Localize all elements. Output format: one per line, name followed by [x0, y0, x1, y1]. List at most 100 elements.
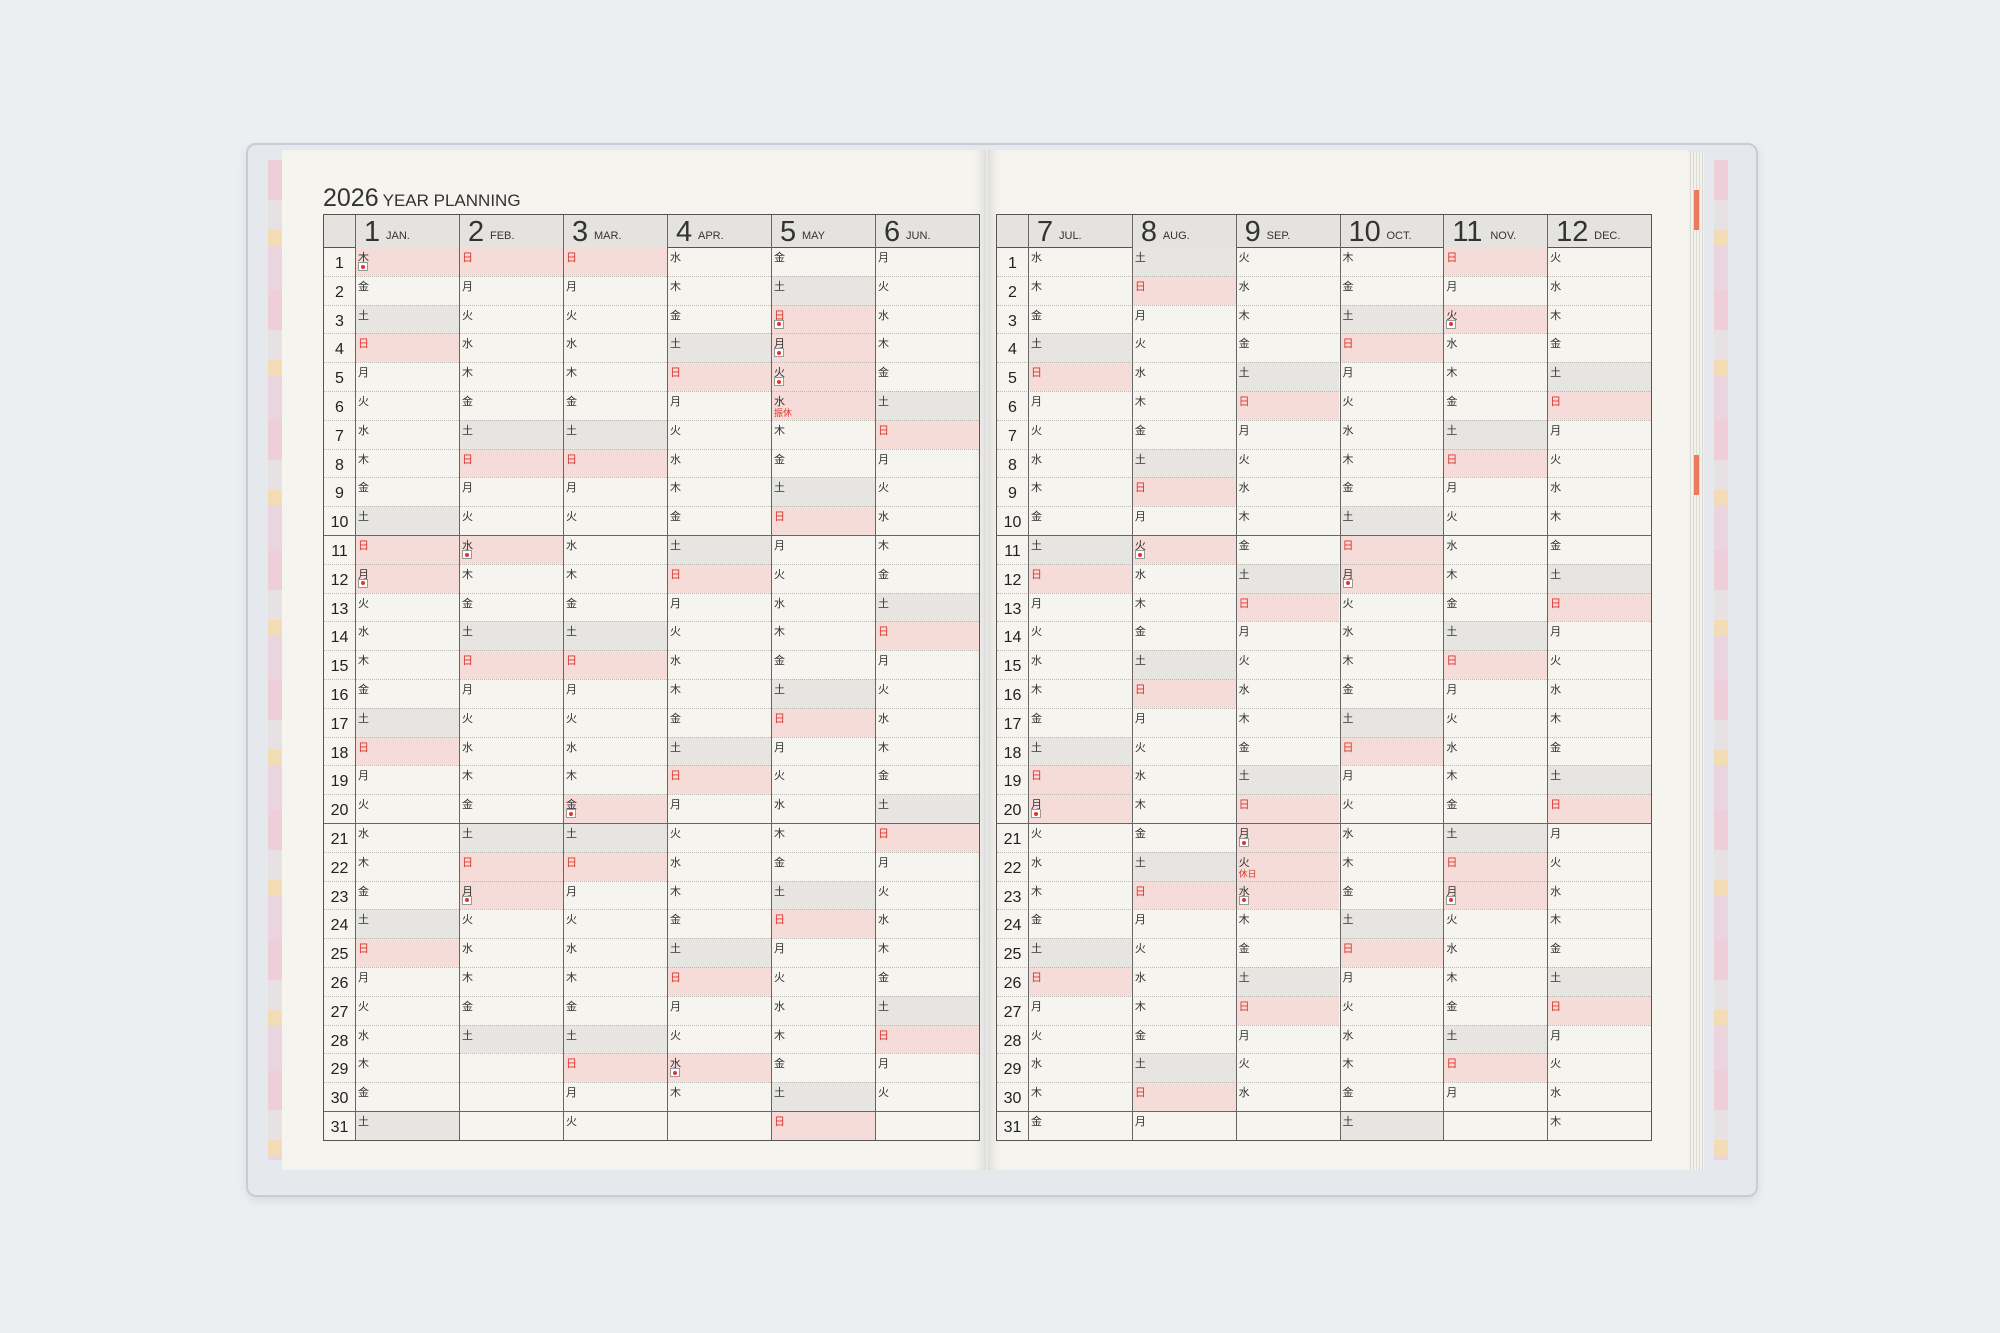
day-cell: 土: [355, 1111, 459, 1140]
weekday-label: 火: [566, 712, 577, 725]
day-number: 21: [330, 831, 349, 848]
weekday-label: 木: [566, 972, 577, 984]
day-number: 25: [330, 946, 349, 964]
holiday-flag-icon: [1342, 578, 1353, 588]
day-cell: 日: [459, 650, 563, 679]
day-cell: 水: [1132, 765, 1236, 794]
weekday-label: 月: [1134, 914, 1146, 927]
day-number: 19: [330, 773, 349, 791]
day-number: 29: [1003, 1061, 1022, 1079]
day-cell: 月: [1236, 1025, 1340, 1054]
weekday-label: 土: [774, 885, 785, 898]
day-cell: 金: [771, 1053, 875, 1082]
weekday-label: 金: [1342, 1087, 1354, 1100]
row-divider: [324, 1111, 979, 1112]
row-divider: [997, 1111, 1651, 1112]
day-cell: 日: [1443, 851, 1548, 881]
day-cell: 木: [875, 535, 979, 564]
day-cell: 土: [1443, 419, 1548, 449]
day-cell: 水: [1236, 679, 1340, 708]
row-divider: [997, 506, 1651, 508]
day-cell: 月: [1132, 708, 1236, 737]
holiday-flag-icon: [774, 319, 784, 329]
weekday-label: 金: [1342, 885, 1354, 898]
day-cell: 月: [1236, 621, 1340, 650]
weekday-label: 金: [358, 280, 369, 293]
weekday-label: 土: [358, 1116, 369, 1128]
day-cell: 土: [459, 823, 563, 852]
day-cell: 日: [1339, 535, 1444, 564]
weekday-label: 月: [566, 885, 577, 898]
day-cell: 日: [1339, 333, 1444, 363]
day-cell: 土: [1443, 1024, 1548, 1054]
day-cell: 水: [563, 737, 667, 766]
day-cell: 火: [667, 1025, 771, 1054]
day-cell: 水: [1443, 333, 1547, 362]
day-cell: 金: [875, 765, 979, 794]
month-abbr: SEP.: [1266, 230, 1291, 242]
day-cell: 火: [355, 593, 459, 622]
weekday-label: 木: [566, 568, 577, 581]
weekday-label: 金: [774, 856, 785, 869]
day-cell: 金: [667, 708, 771, 737]
day-number: 18: [330, 744, 349, 762]
day-cell: 金: [875, 362, 979, 391]
row-divider: [324, 707, 979, 709]
day-number: 6: [1008, 399, 1017, 416]
day-number: 20: [330, 802, 349, 820]
day-cell: 水: [1547, 881, 1651, 910]
weekday-label: 土: [774, 684, 785, 696]
weekday-label: 火: [1342, 1000, 1354, 1013]
weekday-label: 金: [1550, 741, 1562, 754]
weekday-label: 木: [1238, 712, 1250, 725]
day-cell: 火: [1443, 506, 1547, 535]
weekday-label: 火: [1238, 252, 1250, 264]
day-cell: 日: [563, 650, 667, 679]
day-number: 8: [1008, 456, 1017, 474]
day-cell: 金: [771, 852, 875, 881]
weekday-label: 水: [774, 597, 785, 610]
row-divider: [997, 823, 1651, 824]
month-number: 8: [1140, 216, 1157, 248]
day-cell: 金: [355, 679, 459, 708]
day-cell: 水: [771, 996, 875, 1025]
holiday-flag-icon: [1446, 319, 1457, 329]
month-header: 1 JAN.: [355, 215, 460, 248]
weekday-label: 土: [566, 424, 577, 437]
weekday-label: 月: [1446, 885, 1458, 898]
day-cell: 水: [771, 794, 875, 823]
weekday-label: 月: [878, 1058, 889, 1071]
weekday-label: 月: [1446, 280, 1458, 293]
day-cell: 火: [1547, 650, 1651, 679]
weekday-label: 金: [566, 1000, 577, 1013]
row-divider: [324, 995, 979, 997]
day-cell: 火: [355, 794, 459, 823]
holiday-flag-icon: [1446, 895, 1457, 905]
weekday-label: 土: [1238, 770, 1250, 783]
weekday-label: 日: [878, 424, 889, 437]
weekday-label: 金: [878, 972, 889, 984]
day-number: 12: [330, 571, 349, 589]
weekday-label: 水: [670, 252, 681, 264]
weekday-label: 金: [462, 1000, 473, 1013]
weekday-label: 月: [1134, 712, 1146, 725]
row-divider: [997, 621, 1651, 623]
day-cell: 木: [563, 765, 667, 794]
day-cell: 木: [563, 362, 667, 391]
day-cell: 土: [459, 1024, 563, 1054]
weekday-label: 水: [670, 856, 681, 869]
month-header-row: [997, 215, 1651, 248]
weekday-label: 水: [1342, 1029, 1354, 1042]
day-cell: 土: [1443, 823, 1548, 852]
day-cell: 日: [459, 851, 563, 881]
day-cell: 木: [1443, 967, 1547, 996]
weekday-label: 月: [1342, 770, 1354, 783]
weekday-label: 月: [670, 1000, 681, 1013]
weekday-label: 金: [1550, 540, 1562, 552]
weekday-label: 月: [1238, 626, 1250, 639]
day-cell: 月: [459, 477, 563, 506]
weekday-label: 土: [1550, 972, 1562, 984]
day-cell: 水: [1235, 880, 1340, 910]
weekday-label: 火: [670, 1029, 681, 1042]
day-cell: 金: [1340, 477, 1444, 506]
